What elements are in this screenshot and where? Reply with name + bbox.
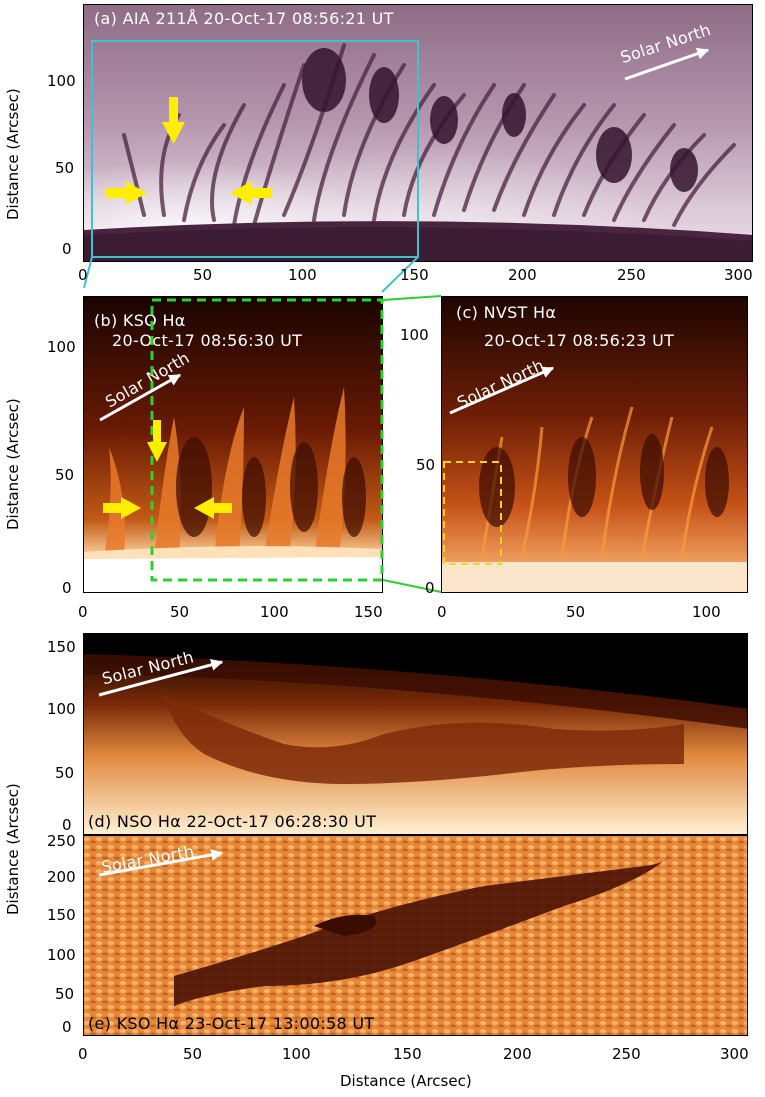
panel-e-ytick: 50 bbox=[55, 985, 75, 1003]
panel-e-xtick: 50 bbox=[183, 1045, 203, 1063]
panel-e-ytick: 0 bbox=[62, 1018, 72, 1036]
panel-a-ytick: 50 bbox=[55, 159, 75, 177]
panel-a-xtick: 100 bbox=[288, 266, 317, 284]
panel-e-ytick: 150 bbox=[47, 906, 76, 924]
panel-c-xtick: 100 bbox=[692, 603, 721, 621]
panel-a-ytick: 0 bbox=[62, 240, 72, 258]
panel-b-time: 20-Oct-17 08:56:30 UT bbox=[112, 331, 303, 350]
panel-d-ytick: 0 bbox=[62, 816, 72, 834]
panel-d-y-title: Distance (Arcsec) bbox=[4, 783, 22, 915]
panel-d-ytick: 100 bbox=[47, 700, 76, 718]
panel-e-ytick: 200 bbox=[47, 868, 76, 886]
panel-e-label: (e) KSO Hα 23-Oct-17 13:00:58 UT bbox=[88, 1014, 375, 1033]
panel-a-xtick: 200 bbox=[508, 266, 537, 284]
panel-d-ytick: 150 bbox=[47, 638, 76, 656]
panel-a-xtick: 50 bbox=[193, 266, 213, 284]
panel-e-image: (e) KSO Hα 23-Oct-17 13:00:58 UT Solar N… bbox=[83, 835, 748, 1036]
panel-a-xtick: 250 bbox=[617, 266, 646, 284]
panel-c-xtick: 50 bbox=[566, 603, 586, 621]
panel-e-xtick: 0 bbox=[78, 1045, 88, 1063]
panel-b-y-title: Distance (Arcsec) bbox=[4, 398, 22, 530]
panel-e-xtick: 300 bbox=[720, 1045, 749, 1063]
panel-b-ytick: 100 bbox=[47, 338, 76, 356]
kso-halpha-disk-image bbox=[84, 836, 747, 1035]
green-connector-top bbox=[382, 295, 442, 301]
panel-d-image: (d) NSO Hα 22-Oct-17 06:28:30 UT Solar N… bbox=[83, 633, 748, 835]
panel-c-image: (c) NVST Hα 20-Oct-17 08:56:23 UT Solar … bbox=[441, 296, 748, 593]
panel-a-ytick: 100 bbox=[47, 72, 76, 90]
panel-b-xtick: 150 bbox=[354, 603, 383, 621]
panel-a-image: (a) AIA 211Å 20-Oct-17 08:56:21 UT Solar… bbox=[83, 4, 753, 262]
panel-e-ytick: 250 bbox=[47, 832, 76, 850]
panel-d-label: (d) NSO Hα 22-Oct-17 06:28:30 UT bbox=[88, 812, 377, 831]
panel-c-label: (c) NVST Hα bbox=[456, 303, 557, 322]
panel-b-ytick: 50 bbox=[55, 466, 75, 484]
panel-b-label: (b) KSO Hα bbox=[94, 311, 186, 330]
panel-a-label: (a) AIA 211Å 20-Oct-17 08:56:21 UT bbox=[94, 9, 394, 28]
panel-e-xtick: 200 bbox=[503, 1045, 532, 1063]
panel-b-image: (b) KSO Hα 20-Oct-17 08:56:30 UT Solar N… bbox=[83, 296, 383, 593]
panel-e-xtick: 150 bbox=[393, 1045, 422, 1063]
panel-e-xtick: 250 bbox=[612, 1045, 641, 1063]
panel-a-xtick: 0 bbox=[78, 266, 88, 284]
panel-e-x-title: Distance (Arcsec) bbox=[340, 1072, 472, 1090]
panel-a-y-title: Distance (Arcsec) bbox=[4, 88, 22, 220]
panel-c-ytick: 100 bbox=[400, 326, 429, 344]
panel-e-xtick: 100 bbox=[282, 1045, 311, 1063]
panel-c-ytick: 50 bbox=[416, 456, 436, 474]
panel-b-xtick: 50 bbox=[170, 603, 190, 621]
panel-b-xtick: 100 bbox=[260, 603, 289, 621]
panel-b-xtick: 0 bbox=[78, 603, 88, 621]
panel-c-time: 20-Oct-17 08:56:23 UT bbox=[484, 331, 675, 350]
panel-a-xtick: 300 bbox=[724, 266, 753, 284]
panel-e-ytick: 100 bbox=[47, 946, 76, 964]
panel-c-xtick: 0 bbox=[437, 603, 447, 621]
panel-d-ytick: 50 bbox=[55, 764, 75, 782]
panel-c-ytick: 0 bbox=[425, 579, 435, 597]
panel-a-xtick: 150 bbox=[400, 266, 429, 284]
panel-b-ytick: 0 bbox=[62, 579, 72, 597]
